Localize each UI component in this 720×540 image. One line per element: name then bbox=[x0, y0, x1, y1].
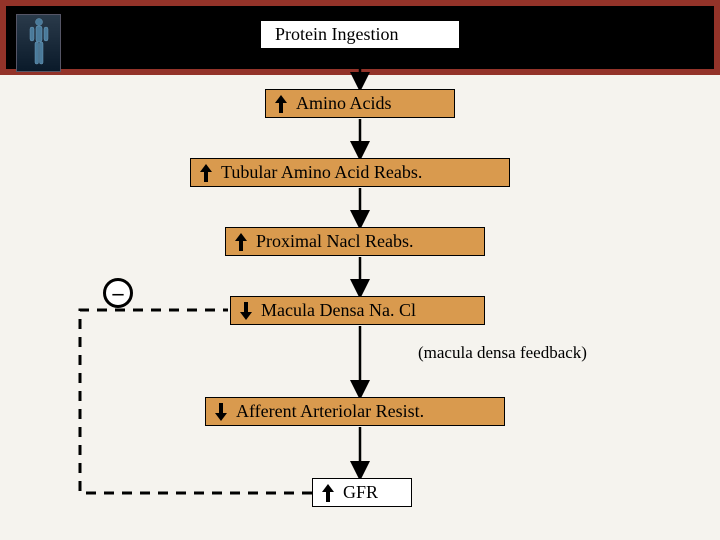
macula-densa-annotation: (macula densa feedback) bbox=[418, 343, 587, 363]
flow-node-n1: Amino Acids bbox=[265, 89, 455, 118]
decrease-arrow-icon bbox=[213, 402, 229, 422]
flow-node-n3: Proximal Nacl Reabs. bbox=[225, 227, 485, 256]
node-label: Amino Acids bbox=[296, 93, 392, 113]
annotation-text: (macula densa feedback) bbox=[418, 343, 587, 362]
flow-node-n0: Protein Ingestion bbox=[260, 20, 460, 49]
node-label: Protein Ingestion bbox=[275, 24, 399, 44]
increase-arrow-icon bbox=[198, 163, 214, 183]
node-label: Afferent Arteriolar Resist. bbox=[236, 401, 424, 421]
node-label: Tubular Amino Acid Reabs. bbox=[221, 162, 422, 182]
node-label: Proximal Nacl Reabs. bbox=[256, 231, 413, 251]
anatomy-body-icon bbox=[16, 14, 61, 72]
negative-feedback-icon: – bbox=[103, 278, 133, 308]
increase-arrow-icon bbox=[320, 483, 336, 503]
node-label: GFR bbox=[343, 482, 378, 502]
flow-node-n2: Tubular Amino Acid Reabs. bbox=[190, 158, 510, 187]
increase-arrow-icon bbox=[233, 232, 249, 252]
flow-node-n6: GFR bbox=[312, 478, 412, 507]
node-label: Macula Densa Na. Cl bbox=[261, 300, 416, 320]
flow-node-n4: Macula Densa Na. Cl bbox=[230, 296, 485, 325]
flow-node-n5: Afferent Arteriolar Resist. bbox=[205, 397, 505, 426]
decrease-arrow-icon bbox=[238, 301, 254, 321]
increase-arrow-icon bbox=[273, 94, 289, 114]
